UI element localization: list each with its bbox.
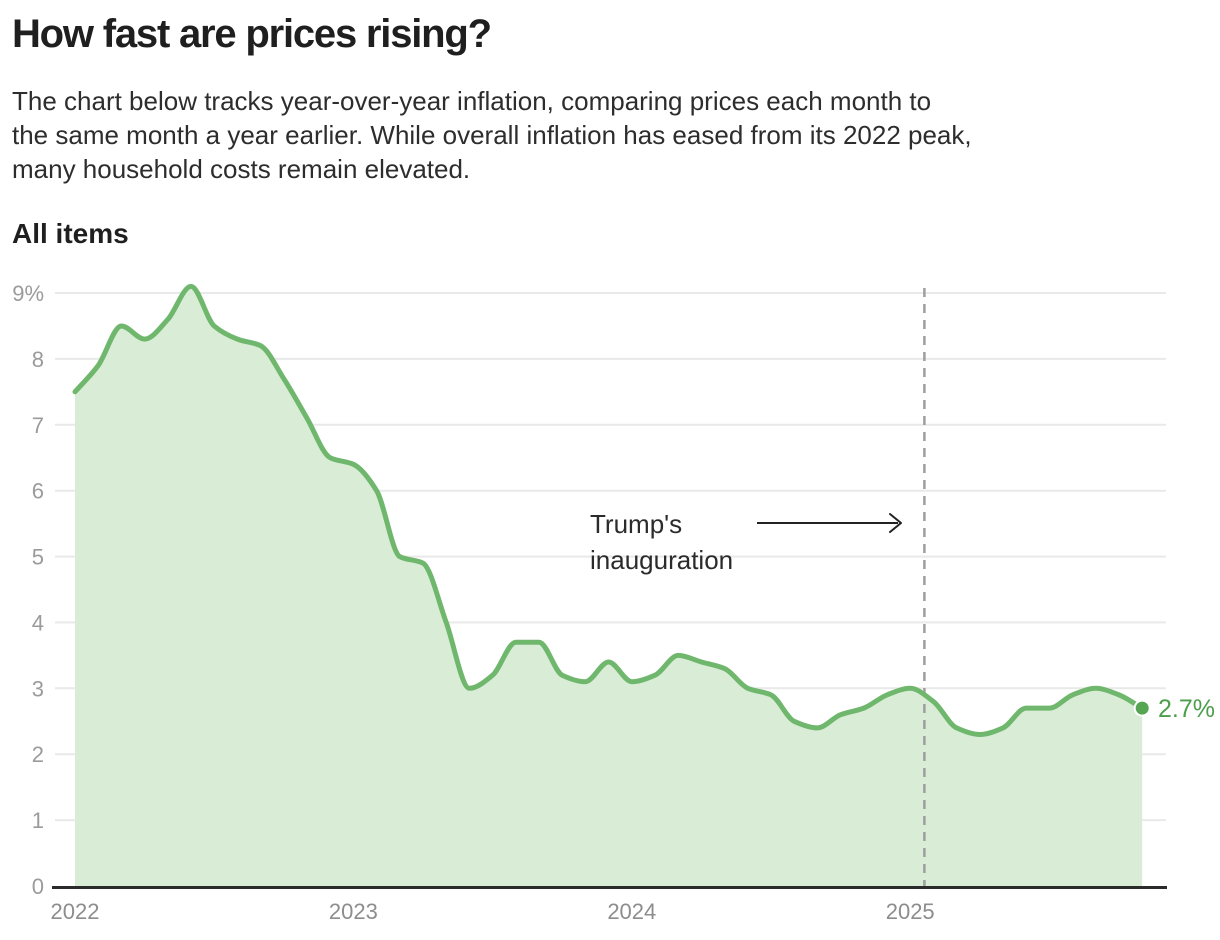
y-tick-label: 6 (32, 479, 44, 504)
annotation-arrow-head (889, 513, 902, 533)
x-tick-label: 2023 (329, 899, 378, 924)
x-tick-label: 2024 (607, 899, 656, 924)
page-subtitle: The chart below tracks year-over-year in… (12, 84, 972, 186)
area-fill (75, 286, 1143, 886)
y-tick-label: 1 (32, 808, 44, 833)
inauguration-annotation: Trump's inauguration (590, 509, 902, 575)
y-tick-label: 2 (32, 742, 44, 767)
x-tick-label: 2022 (51, 899, 100, 924)
latest-value-label: 2.7% (1158, 695, 1215, 723)
y-tick-label: 5 (32, 545, 44, 570)
y-axis-labels: 9% 8 7 6 5 4 3 2 1 0 (12, 281, 44, 899)
y-tick-label: 3 (32, 676, 44, 701)
annotation-text-line-2: inauguration (590, 545, 733, 575)
y-tick-label: 7 (32, 413, 44, 438)
latest-point-marker (1133, 699, 1151, 717)
y-tick-label: 8 (32, 347, 44, 372)
trend-line (72, 283, 1145, 737)
y-tick-label: 4 (32, 610, 44, 635)
y-tick-label: 9% (12, 281, 44, 306)
y-tick-label: 0 (32, 874, 44, 899)
annotation-text-line-1: Trump's (590, 509, 682, 539)
page-title: How fast are prices rising? (12, 12, 492, 56)
x-axis-labels: 2022 2023 2024 2025 (51, 899, 935, 924)
subtitle-line-3: many household costs remain elevated. (12, 154, 471, 184)
chart-series-title: All items (12, 218, 129, 249)
subtitle-line-1: The chart below tracks year-over-year in… (12, 86, 932, 116)
subtitle-line-2: the same month a year earlier. While ove… (12, 120, 972, 150)
x-tick-label: 2025 (886, 899, 935, 924)
